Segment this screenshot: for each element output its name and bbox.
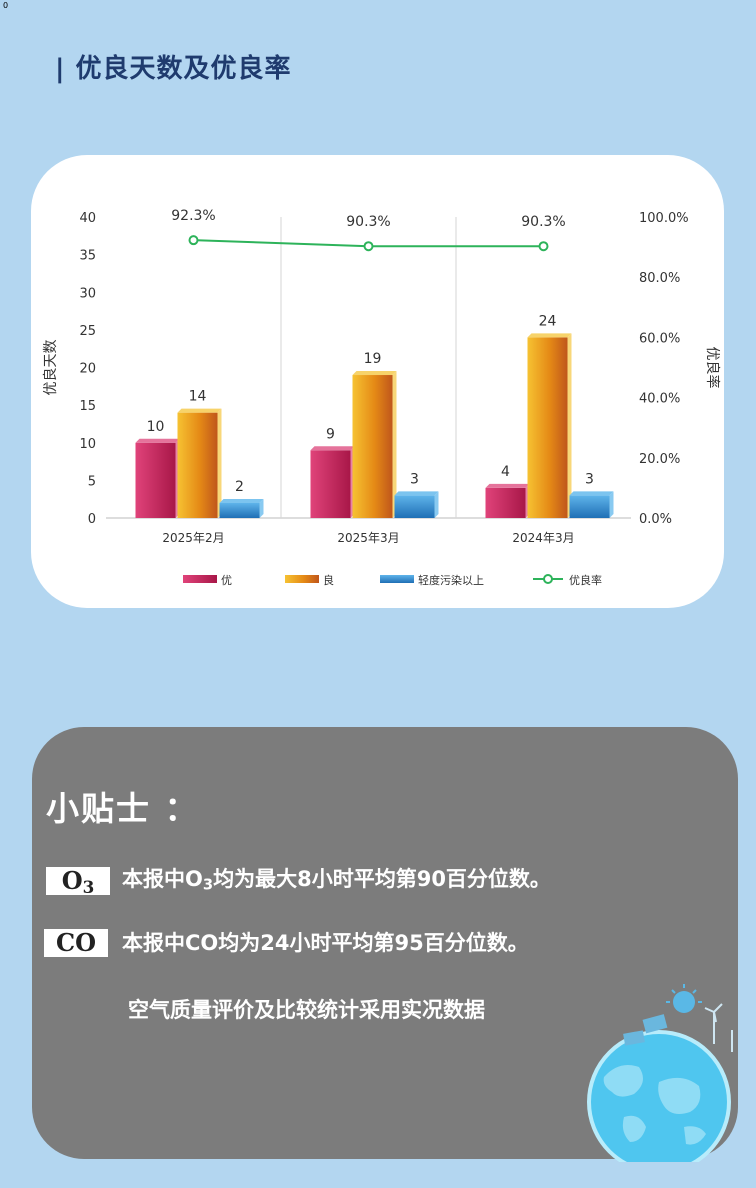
y-tick-label: 10 xyxy=(79,437,96,452)
corner-mark: 0 xyxy=(3,1,9,10)
bar-value-label: 4 xyxy=(501,464,510,480)
bar-side xyxy=(217,408,222,518)
bar-top xyxy=(219,498,264,503)
tips-title: 小贴士 ： xyxy=(46,789,200,828)
bar-value-label: 3 xyxy=(410,471,419,487)
category-label: 2025年2月 xyxy=(162,531,224,545)
y-tick-label: 15 xyxy=(79,399,96,414)
bar-qingdu xyxy=(394,495,435,518)
bar-liang xyxy=(352,375,393,518)
o3-tip-prefix: 本报中O xyxy=(122,867,203,891)
bar-top xyxy=(177,408,222,413)
y-tick-label: 0 xyxy=(88,512,96,527)
bar-value-label: 9 xyxy=(326,426,335,442)
globe-illustration-icon xyxy=(587,984,733,1162)
bar-side xyxy=(567,333,572,518)
rate-point xyxy=(363,241,374,252)
y2-tick-label: 20.0% xyxy=(639,452,680,467)
bar-value-label: 19 xyxy=(364,351,382,367)
o3-tip-line: 本报中O3均为最大8小时平均第90百分位数。 xyxy=(122,863,551,894)
category-label: 2024年3月 xyxy=(512,531,574,545)
y-tick-label: 5 xyxy=(88,474,96,489)
y2-tick-label: 80.0% xyxy=(639,271,680,286)
category-label: 2025年3月 xyxy=(337,531,399,545)
y2-tick-label: 0.0% xyxy=(639,512,672,527)
bar-side xyxy=(259,498,264,518)
legend-label: 良 xyxy=(323,573,334,587)
bar-liang xyxy=(177,412,218,518)
bar-value-label: 10 xyxy=(147,419,165,435)
y2-axis-title: 优良率 xyxy=(704,347,721,389)
legend-label: 优 xyxy=(221,574,232,587)
y-tick-label: 35 xyxy=(79,249,96,264)
bar-value-label: 2 xyxy=(235,479,244,495)
y-tick-label: 20 xyxy=(79,362,96,377)
chart-svg: 0 5 10 15 20 25 30 35 40 0.0% 20.0% 40.0% 60.0% 80.0%… xyxy=(43,208,721,587)
rate-value-label: 90.3% xyxy=(346,214,390,230)
bar-value-label: 24 xyxy=(539,313,557,329)
y-tick-label: 25 xyxy=(79,324,96,339)
chart-card: 0 5 10 15 20 25 30 35 40 0.0% 20.0% 40.0% 60.0% 80.0%… xyxy=(31,155,724,608)
bar-side xyxy=(434,491,439,518)
bar-you xyxy=(135,442,176,518)
bar-top xyxy=(569,491,614,496)
bar-top xyxy=(527,333,572,338)
tips-panel: 小贴士 ： O3O3 本报中O3均为最大8小时平均第90百分位数。 CO 本报中… xyxy=(32,727,738,1162)
legend-swatch xyxy=(183,575,217,583)
bar-you xyxy=(485,487,526,518)
y-axis-title: 优良天数 xyxy=(43,340,59,396)
o3-tip-suffix: 均为最大8小时平均第90百分位数。 xyxy=(213,867,551,891)
data-note-line: 空气质量评价及比较统计采用实况数据 xyxy=(128,998,485,1022)
legend-label: 优良率 xyxy=(569,573,602,587)
bar-qingdu xyxy=(219,502,260,518)
bar-side xyxy=(392,371,397,518)
bar-top xyxy=(310,446,355,451)
bar-value-label: 14 xyxy=(189,389,207,405)
legend-label: 轻度污染以上 xyxy=(418,573,484,587)
y2-tick-label: 60.0% xyxy=(639,331,680,346)
o3-badge: O3O3 xyxy=(46,867,110,897)
bar-you xyxy=(310,450,351,518)
rate-value-label: 90.3% xyxy=(521,214,565,230)
bar-liang xyxy=(527,337,568,518)
y2-tick-label: 100.0% xyxy=(639,211,689,226)
y-tick-label: 40 xyxy=(79,211,96,226)
bar-top xyxy=(352,371,397,376)
co-badge: CO xyxy=(44,929,108,957)
y2-tick-label: 40.0% xyxy=(639,392,680,407)
legend-marker xyxy=(543,574,553,584)
y-tick-label: 30 xyxy=(79,286,96,301)
rate-point xyxy=(188,235,199,246)
bar-qingdu xyxy=(569,495,610,518)
co-tip-line: 本报中CO均为24小时平均第95百分位数。 xyxy=(122,931,529,955)
legend-swatch xyxy=(285,575,319,583)
page-title: | 优良天数及优良率 xyxy=(55,54,292,84)
legend-swatch xyxy=(380,575,414,583)
o3-tip-sub: 3 xyxy=(202,876,214,894)
bar-top xyxy=(485,483,530,488)
bar-top xyxy=(394,491,439,496)
bar-side xyxy=(609,491,614,518)
bar-top xyxy=(135,438,180,443)
rate-point xyxy=(538,241,549,252)
rate-value-label: 92.3% xyxy=(171,208,215,224)
bar-value-label: 3 xyxy=(585,471,594,487)
